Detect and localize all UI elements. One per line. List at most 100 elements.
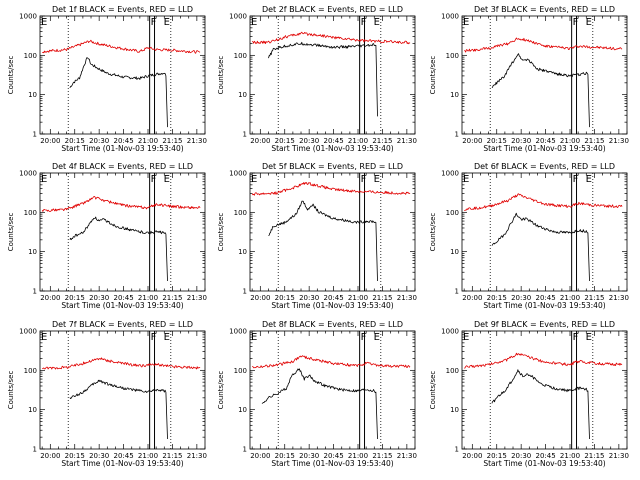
- interval-marker-f: F: [573, 332, 579, 343]
- series-events-line: [69, 379, 168, 440]
- panel-title: Det 1f BLACK = Events, RED = LLD: [52, 5, 193, 14]
- y-tick-label: 10: [238, 91, 247, 99]
- panel-det-8f: Det 8f BLACK = Events, RED = LLD 1 10 100 10…: [217, 320, 417, 468]
- x-axis-label: Start Time (01-Nov-03 19:53:40): [483, 301, 605, 310]
- x-tick-label: 21:15: [584, 294, 604, 302]
- y-tick-label: 1000: [229, 13, 247, 21]
- x-tick-label: 20:00: [250, 452, 270, 460]
- series-lld-line: [251, 182, 411, 196]
- x-tick-label: 20:00: [40, 294, 60, 302]
- x-tick-label: 21:30: [397, 452, 417, 460]
- x-tick-label: 21:15: [162, 452, 182, 460]
- interval-marker-f: F: [151, 332, 157, 343]
- x-tick-label: 20:30: [299, 137, 319, 145]
- x-tick-label: 20:45: [113, 137, 133, 145]
- y-tick-label: 100: [24, 52, 37, 60]
- y-axis-label: Counts/sec: [429, 371, 437, 410]
- interval-marker-e: E: [41, 174, 47, 185]
- x-tick-label: 21:30: [609, 452, 629, 460]
- interval-marker-f: F: [151, 17, 157, 28]
- x-tick-label: 21:00: [138, 452, 158, 460]
- panel-title: Det 7f BLACK = Events, RED = LLD: [52, 320, 193, 329]
- panel-title: Det 3f BLACK = Events, RED = LLD: [474, 5, 615, 14]
- x-tick-label: 20:45: [113, 294, 133, 302]
- x-tick-label: 21:00: [138, 294, 158, 302]
- x-tick-label: 21:30: [397, 294, 417, 302]
- x-tick-label: 20:30: [511, 294, 531, 302]
- y-tick-label: 100: [234, 52, 247, 60]
- x-tick-label: 20:30: [89, 452, 109, 460]
- y-tick-label: 10: [450, 91, 459, 99]
- interval-marker-e: E: [41, 332, 47, 343]
- y-tick-label: 1: [455, 446, 459, 454]
- series-lld-line: [464, 37, 623, 53]
- interval-marker-e: E: [374, 17, 380, 28]
- x-tick-label: 21:30: [397, 137, 417, 145]
- series-events-line: [268, 200, 378, 282]
- y-tick-label: 1: [455, 288, 459, 296]
- y-tick-label: 1000: [441, 328, 459, 336]
- y-axis-label: Counts/sec: [7, 213, 15, 252]
- x-axis-label: Start Time (01-Nov-03 19:53:40): [271, 459, 393, 468]
- x-axis-label: Start Time (01-Nov-03 19:53:40): [61, 301, 183, 310]
- x-tick-label: 21:00: [560, 452, 580, 460]
- plot-frame: [39, 330, 206, 450]
- x-axis-label: Start Time (01-Nov-03 19:53:40): [483, 144, 605, 153]
- x-tick-label: 20:15: [65, 294, 85, 302]
- y-tick-label: 100: [446, 209, 459, 217]
- interval-marker-e: E: [41, 17, 47, 28]
- y-axis-label: Counts/sec: [7, 371, 15, 410]
- panel-det-9f: Det 9f BLACK = Events, RED = LLD 1 10 100 10…: [429, 320, 629, 468]
- x-tick-label: 20:45: [535, 294, 555, 302]
- interval-marker-e: E: [164, 17, 170, 28]
- x-tick-label: 20:30: [511, 452, 531, 460]
- x-tick-label: 20:00: [462, 452, 482, 460]
- plot-frame: [461, 330, 628, 450]
- panel-title: Det 8f BLACK = Events, RED = LLD: [262, 320, 403, 329]
- y-tick-label: 1000: [441, 13, 459, 21]
- y-tick-label: 10: [450, 406, 459, 414]
- y-tick-label: 10: [28, 248, 37, 256]
- x-tick-label: 21:00: [560, 294, 580, 302]
- x-tick-label: 21:15: [584, 452, 604, 460]
- x-tick-label: 21:30: [609, 294, 629, 302]
- x-tick-label: 20:30: [89, 294, 109, 302]
- x-tick-label: 20:00: [40, 137, 60, 145]
- x-tick-label: 20:15: [487, 452, 507, 460]
- x-tick-label: 20:45: [113, 452, 133, 460]
- plot-frame: [249, 330, 416, 450]
- series-events-line: [491, 369, 590, 440]
- panel-det-1f: Det 1f BLACK = Events, RED = LLD 1 10 100 10…: [7, 5, 207, 153]
- x-tick-label: 20:45: [323, 294, 343, 302]
- y-tick-label: 1: [243, 131, 247, 139]
- x-tick-label: 21:30: [187, 452, 207, 460]
- y-tick-label: 1000: [229, 328, 247, 336]
- x-tick-label: 20:00: [462, 294, 482, 302]
- interval-marker-f: F: [151, 174, 157, 185]
- y-tick-label: 100: [234, 209, 247, 217]
- series-events-line: [491, 53, 590, 128]
- y-axis-label: Counts/sec: [217, 213, 225, 252]
- panel-title: Det 2f BLACK = Events, RED = LLD: [262, 5, 403, 14]
- y-tick-label: 1: [243, 288, 247, 296]
- y-tick-label: 1: [33, 446, 37, 454]
- interval-marker-e: E: [586, 17, 592, 28]
- y-tick-label: 100: [446, 52, 459, 60]
- series-lld-line: [252, 355, 411, 369]
- x-tick-label: 21:30: [187, 137, 207, 145]
- y-axis-label: Counts/sec: [429, 213, 437, 252]
- x-tick-label: 20:30: [511, 137, 531, 145]
- y-tick-label: 1: [33, 131, 37, 139]
- x-tick-label: 21:15: [372, 294, 392, 302]
- series-lld-line: [252, 31, 411, 45]
- y-tick-label: 10: [450, 248, 459, 256]
- panel-det-7f: Det 7f BLACK = Events, RED = LLD 1 10 100 10…: [7, 320, 207, 468]
- panel-det-3f: Det 3f BLACK = Events, RED = LLD 1 10 100 10…: [429, 5, 629, 153]
- y-tick-label: 100: [24, 209, 37, 217]
- x-tick-label: 20:45: [323, 137, 343, 145]
- x-tick-label: 20:15: [65, 452, 85, 460]
- x-tick-label: 20:30: [299, 294, 319, 302]
- x-axis-label: Start Time (01-Nov-03 19:53:40): [61, 144, 183, 153]
- interval-marker-e: E: [463, 332, 469, 343]
